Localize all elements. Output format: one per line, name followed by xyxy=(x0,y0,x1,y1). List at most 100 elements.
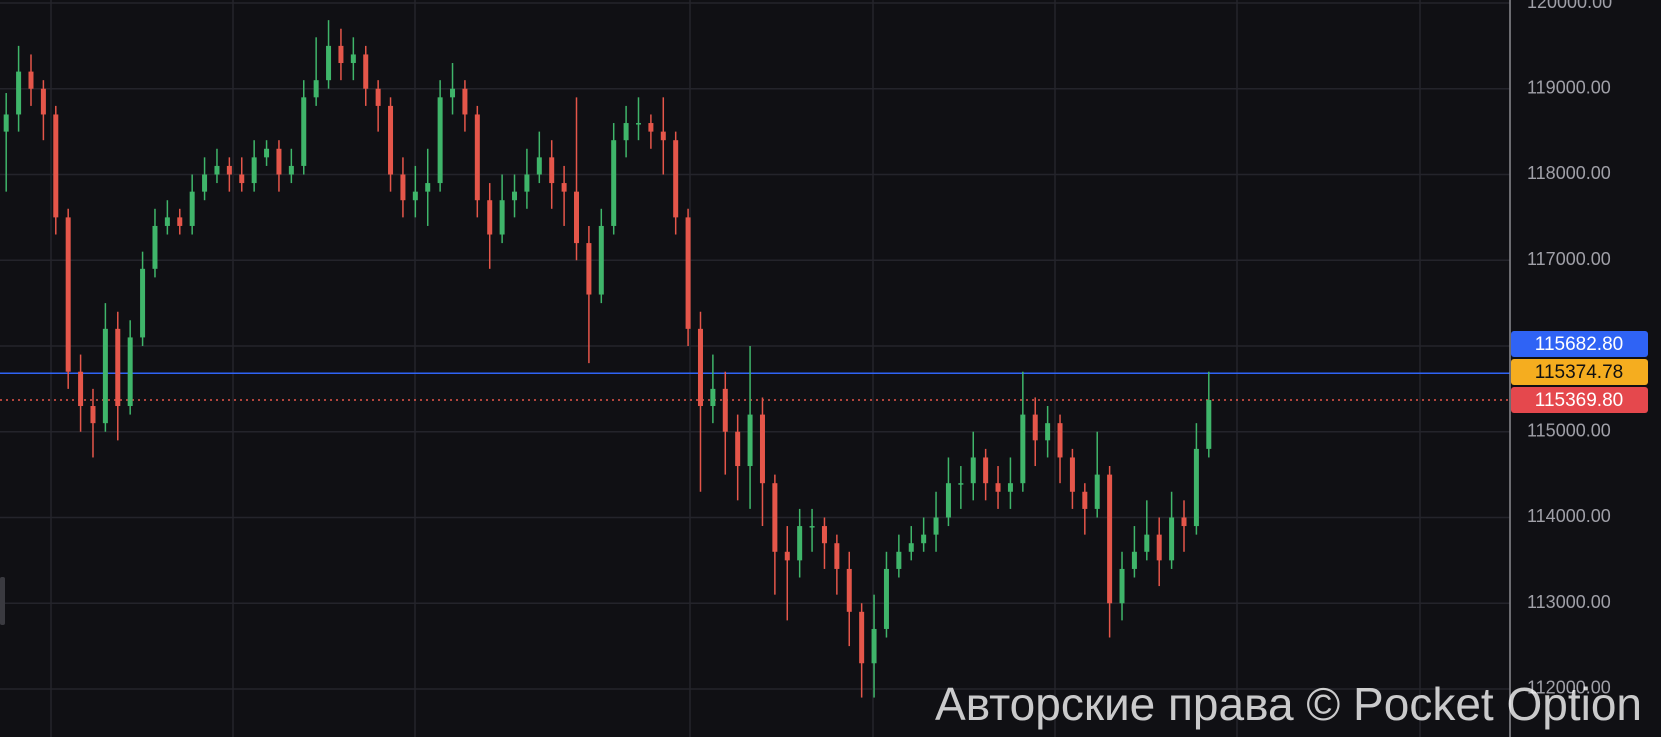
price-tag-label: 115374.78 xyxy=(1535,362,1623,383)
candle-body xyxy=(1119,568,1125,604)
price-tag xyxy=(1511,387,1648,414)
candle-body xyxy=(747,414,753,467)
candle-body xyxy=(970,457,976,484)
price-tag-label: 115369.80 xyxy=(1535,390,1623,411)
candle-body xyxy=(1193,448,1199,527)
y-tick-label: 117000.00 xyxy=(1527,249,1611,269)
candle-body xyxy=(3,114,9,132)
candle-body xyxy=(189,191,195,226)
candle-body xyxy=(536,157,542,175)
candle-body xyxy=(1032,414,1038,441)
candle-body xyxy=(1020,414,1026,484)
y-tick-label: 118000.00 xyxy=(1527,163,1611,183)
candle-body xyxy=(660,131,666,141)
candle-body xyxy=(883,568,889,629)
candle-body xyxy=(846,568,852,612)
candle-body xyxy=(326,45,332,81)
candle-body xyxy=(871,628,877,664)
candle-body xyxy=(710,388,716,407)
candle-body xyxy=(772,483,778,552)
y-axis: 112000.00113000.00114000.00115000.001160… xyxy=(1527,0,1612,698)
candle-body xyxy=(1007,483,1013,492)
candle-body xyxy=(264,148,270,158)
candle-body xyxy=(1045,423,1051,441)
candle-body xyxy=(338,45,344,64)
candle-body xyxy=(1156,534,1162,561)
candle-body xyxy=(735,431,741,467)
candle-body xyxy=(16,71,22,115)
candle-body xyxy=(809,526,815,528)
candle-body xyxy=(425,183,431,192)
candle-body xyxy=(821,526,827,544)
candle-body xyxy=(276,148,282,175)
price-lines xyxy=(0,372,1510,401)
candle-body xyxy=(437,97,443,184)
candle-body xyxy=(102,328,108,424)
price-tag xyxy=(1511,359,1648,386)
candle-body xyxy=(524,174,530,192)
candle-body xyxy=(983,457,989,484)
candle-body xyxy=(995,483,1001,492)
candle-body xyxy=(1181,517,1187,527)
candle-body xyxy=(115,328,121,407)
candle-body xyxy=(127,337,133,407)
candle-body xyxy=(598,225,604,295)
candle-body xyxy=(933,517,939,535)
candle-body xyxy=(722,388,728,432)
candle-body xyxy=(759,414,765,484)
candle-body xyxy=(1131,551,1137,569)
candle-body xyxy=(697,328,703,407)
candle-body xyxy=(226,165,232,175)
candle-body xyxy=(152,225,158,269)
candle-body xyxy=(574,191,580,244)
candle-body xyxy=(462,88,468,115)
candle-body xyxy=(549,157,555,184)
y-tick-label: 113000.00 xyxy=(1527,592,1611,612)
candle-body xyxy=(474,114,480,201)
candle-body xyxy=(164,217,170,226)
candle-body xyxy=(487,200,493,235)
candle-body xyxy=(635,123,641,125)
candle-body xyxy=(499,200,505,235)
candle-body xyxy=(623,123,629,141)
watermark: Авторские права © Pocket Option xyxy=(935,678,1642,730)
price-tag-label: 115682.80 xyxy=(1535,334,1623,355)
candle-body xyxy=(958,483,964,485)
candle-body xyxy=(239,174,245,184)
candle-body xyxy=(90,406,96,424)
candle-body xyxy=(561,183,567,192)
candle-body xyxy=(214,165,220,175)
price-tag xyxy=(1511,331,1648,358)
candle-body xyxy=(921,534,927,544)
candle-body xyxy=(1206,400,1212,449)
candle-body xyxy=(40,88,46,115)
candle-body xyxy=(1082,491,1088,509)
vertical-grid xyxy=(50,0,1421,737)
candle-body xyxy=(28,71,34,89)
y-tick-label: 112000.00 xyxy=(1527,678,1611,698)
candle-body xyxy=(202,174,208,192)
candle-body xyxy=(611,140,617,226)
candle-body xyxy=(797,526,803,561)
candle-body xyxy=(685,217,691,329)
candle-body xyxy=(53,114,59,218)
candles xyxy=(3,20,1212,698)
grid xyxy=(0,2,1510,690)
candle-body xyxy=(648,123,654,132)
candle-body xyxy=(65,217,71,372)
candle-body xyxy=(78,371,84,407)
side-handle xyxy=(0,577,5,625)
candle-body xyxy=(586,243,592,295)
candle-body xyxy=(140,268,146,338)
candle-body xyxy=(1094,474,1100,509)
y-tick-label: 119000.00 xyxy=(1527,77,1611,97)
y-tick-label: 120000.00 xyxy=(1527,0,1612,12)
candle-body xyxy=(1107,474,1113,604)
y-tick-label: 114000.00 xyxy=(1527,506,1611,526)
candle-body xyxy=(388,105,394,175)
candle-body xyxy=(363,54,369,89)
candle-body xyxy=(412,191,418,201)
candle-body xyxy=(673,140,679,218)
